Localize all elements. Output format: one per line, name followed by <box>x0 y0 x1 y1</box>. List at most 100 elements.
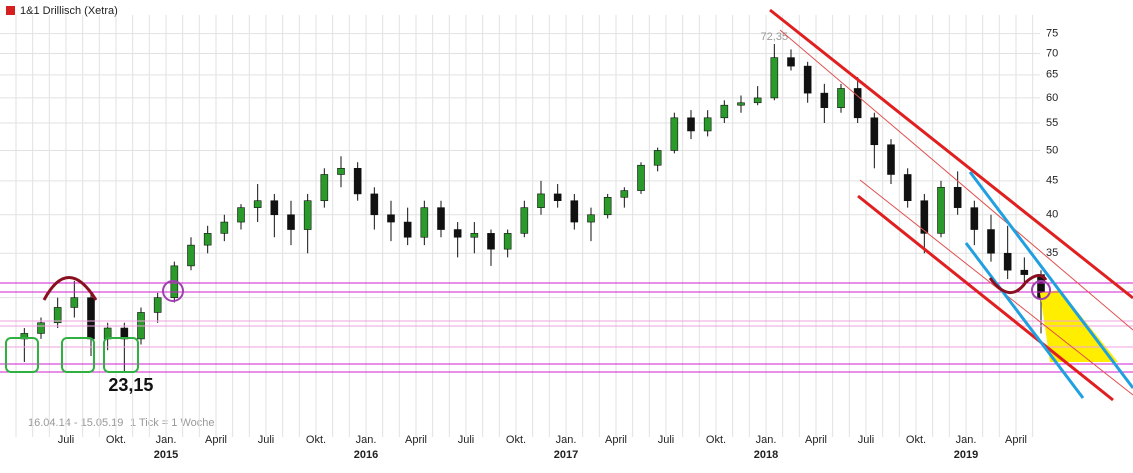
candle-body <box>220 221 229 234</box>
candle-body <box>887 144 895 175</box>
candle-body <box>337 167 345 175</box>
x-tick-label: April <box>805 434 827 446</box>
y-tick-label: 70 <box>1046 47 1058 59</box>
circle <box>1031 280 1051 300</box>
trend-line <box>857 194 1114 402</box>
candle-body <box>703 117 712 132</box>
box <box>103 337 139 373</box>
candle-body <box>853 88 862 119</box>
candle-body <box>453 229 462 238</box>
candle-body <box>487 233 495 250</box>
chart-title: 1&1 Drillisch (Xetra) <box>20 5 118 17</box>
candle-body <box>570 200 579 223</box>
candle-body <box>70 297 79 308</box>
candle-body <box>553 193 562 202</box>
candle-body <box>320 174 329 202</box>
candle-body <box>403 221 412 238</box>
x-tick-label: Okt. <box>306 434 326 446</box>
candle-body <box>87 297 95 340</box>
candle-body <box>303 200 312 230</box>
drawings <box>0 8 1133 402</box>
x-tick-label: Okt. <box>106 434 126 446</box>
candle-body <box>537 193 545 208</box>
y-tick-label: 75 <box>1046 28 1058 40</box>
x-year-label: 2018 <box>754 449 778 461</box>
x-tick-label: April <box>1005 434 1027 446</box>
channel-line <box>964 242 1085 399</box>
candle-body <box>470 233 479 238</box>
x-tick-label: Juli <box>858 434 875 446</box>
candle-body <box>920 200 929 234</box>
candle-body <box>787 57 795 67</box>
candle-body <box>587 214 595 223</box>
y-tick-label: 60 <box>1046 92 1058 104</box>
x-tick-label: Okt. <box>906 434 926 446</box>
candle-body <box>753 97 762 104</box>
candle-body <box>737 102 745 106</box>
candle-body <box>153 297 162 313</box>
candle-body <box>37 322 45 334</box>
candle-body <box>287 214 295 230</box>
x-year-label: 2017 <box>554 449 578 461</box>
arc <box>42 276 98 301</box>
legend-swatch <box>6 6 15 15</box>
candle-body <box>53 307 62 324</box>
candle-body <box>953 186 962 208</box>
candle-body <box>387 214 395 223</box>
candle-body <box>937 186 945 234</box>
candle-body <box>837 88 845 108</box>
candle-body <box>803 65 812 94</box>
candle-body <box>620 190 629 198</box>
y-tick-label: 65 <box>1046 69 1058 81</box>
y-tick-label: 40 <box>1046 209 1058 221</box>
x-tick-label: Jan. <box>156 434 177 446</box>
box <box>61 337 95 373</box>
channel-line <box>968 171 1133 389</box>
x-tick-label: Juli <box>258 434 275 446</box>
candle-body <box>637 164 645 191</box>
candle-body <box>1003 252 1012 271</box>
trend-line <box>779 29 1133 331</box>
annotation: 23,15 <box>108 375 153 395</box>
candle-body <box>903 174 912 202</box>
x-tick-label: April <box>405 434 427 446</box>
x-tick-label: Jan. <box>556 434 577 446</box>
candle-body <box>353 167 362 195</box>
candle-body <box>520 207 529 234</box>
x-tick-label: Juli <box>58 434 75 446</box>
y-tick-label: 50 <box>1046 144 1058 156</box>
circle <box>162 280 184 302</box>
box <box>5 337 39 373</box>
candle-body <box>687 117 695 132</box>
plot: 30354045505560657075JuliOkt.Jan.2015Apri… <box>0 15 1058 461</box>
candle-body <box>870 117 879 146</box>
y-tick-label: 55 <box>1046 117 1058 129</box>
trend-line <box>769 8 1133 300</box>
candle-body <box>770 57 779 99</box>
y-tick-label: 35 <box>1046 247 1058 259</box>
candle-body <box>820 92 829 108</box>
candle-body <box>203 233 212 246</box>
annotation: 72,35 <box>761 31 789 43</box>
candle-body <box>670 117 679 151</box>
x-tick-label: Jan. <box>756 434 777 446</box>
candle-body <box>187 244 195 267</box>
candle-body <box>970 207 979 230</box>
arc <box>988 274 1048 294</box>
x-tick-label: Juli <box>458 434 475 446</box>
candle-body <box>253 200 262 208</box>
candle-body <box>503 233 512 250</box>
x-tick-label: Okt. <box>506 434 526 446</box>
candle-body <box>720 104 729 119</box>
x-tick-label: April <box>205 434 227 446</box>
x-year-label: 2019 <box>954 449 978 461</box>
y-tick-label: 45 <box>1046 175 1058 187</box>
x-year-label: 2016 <box>354 449 378 461</box>
x-tick-label: Okt. <box>706 434 726 446</box>
candle-body <box>420 207 429 238</box>
candle-body <box>237 207 245 223</box>
candle-body <box>437 207 445 230</box>
candle-body <box>603 196 612 216</box>
candle-body <box>370 193 379 216</box>
